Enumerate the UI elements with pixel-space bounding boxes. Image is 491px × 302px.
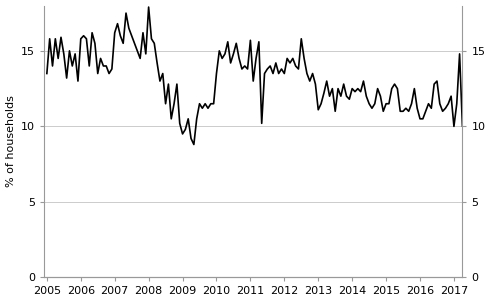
Y-axis label: % of households: % of households: [5, 95, 16, 188]
